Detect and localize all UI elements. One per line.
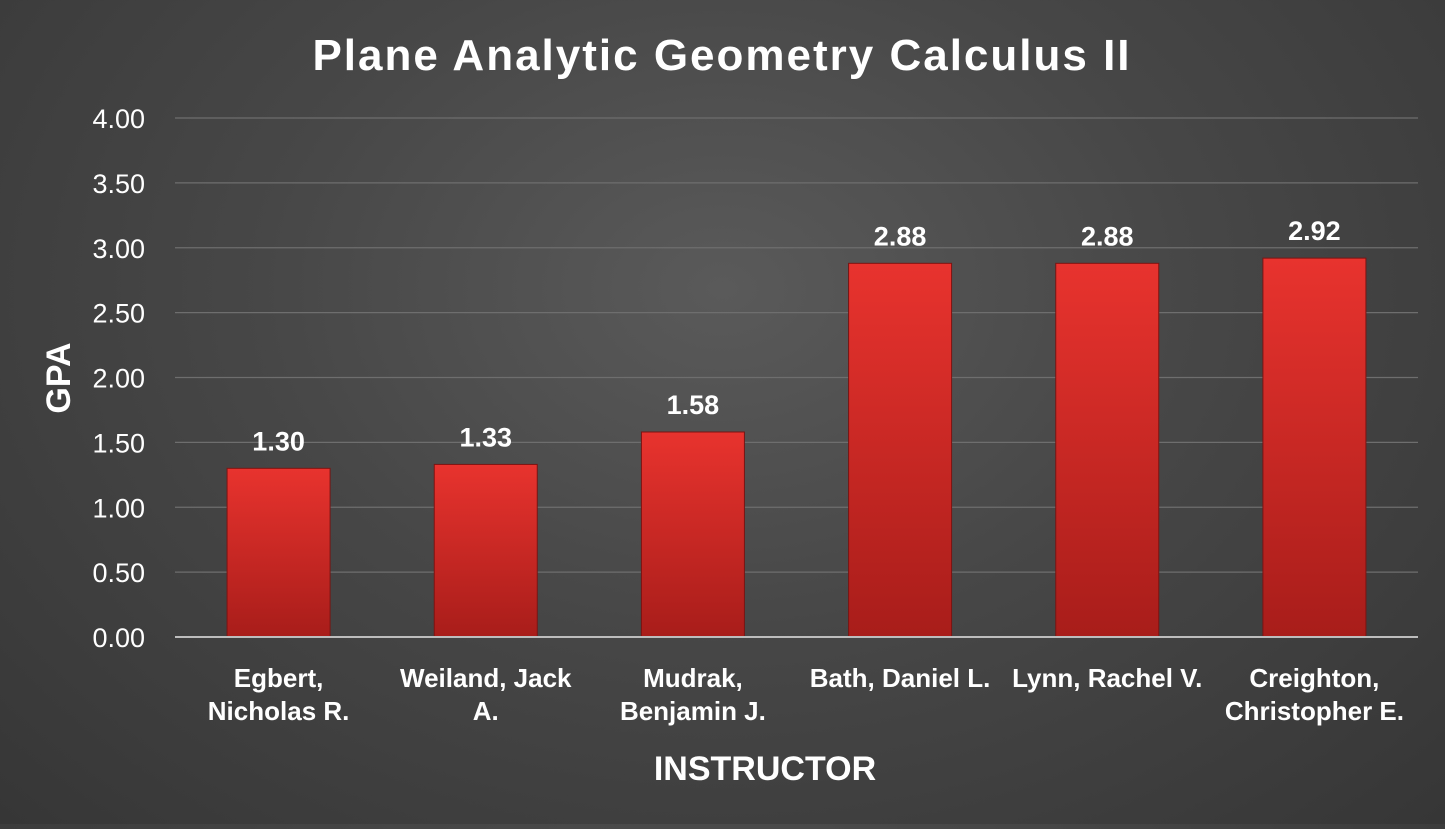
data-label: 1.33 [459, 422, 512, 452]
x-tick-label: Weiland, Jack A. [400, 663, 572, 726]
bar [1055, 262, 1160, 638]
y-axis-ticks: 0.00 0.50 1.00 1.50 2.00 2.50 3.00 3.50 4.00 [92, 104, 145, 653]
bars [226, 257, 1367, 638]
bar [226, 467, 331, 638]
bar [433, 463, 538, 638]
data-labels: 1.30 1.33 1.58 2.88 2.88 2.92 [252, 216, 1340, 456]
data-label: 1.30 [252, 426, 305, 456]
x-tick-label: Bath, Daniel L. [810, 663, 991, 693]
gridlines [175, 117, 1418, 573]
x-axis-ticks: Egbert, Nicholas R. Weiland, Jack A. Mudrak,… [208, 663, 1404, 726]
x-tick-label: Egbert, Nicholas R. [208, 663, 350, 726]
x-tick-label: Mudrak, Benjamin J. [620, 663, 766, 726]
chart-title: Plane Analytic Geometry Calculus II [312, 31, 1131, 80]
data-label: 2.92 [1288, 216, 1341, 246]
x-tick-label: Lynn, Rachel V. [1012, 663, 1202, 693]
data-label: 2.88 [874, 221, 927, 251]
y-tick-label: 4.00 [92, 104, 145, 134]
x-axis-label: INSTRUCTOR [654, 750, 876, 788]
y-tick-label: 1.50 [92, 428, 145, 458]
bar [640, 431, 745, 638]
y-axis-label: GPA [40, 342, 78, 413]
y-tick-label: 2.50 [92, 299, 145, 329]
y-tick-label: 0.50 [92, 558, 145, 588]
bar [1262, 257, 1367, 638]
y-tick-label: 3.00 [92, 234, 145, 264]
data-label: 1.58 [667, 390, 720, 420]
data-label: 2.88 [1081, 221, 1134, 251]
bar [848, 262, 953, 638]
x-tick-label: Creighton, Christopher E. [1225, 663, 1404, 726]
y-tick-label: 2.00 [92, 364, 145, 394]
y-tick-label: 1.00 [92, 493, 145, 523]
y-tick-label: 0.00 [92, 623, 145, 653]
y-tick-label: 3.50 [92, 169, 145, 199]
